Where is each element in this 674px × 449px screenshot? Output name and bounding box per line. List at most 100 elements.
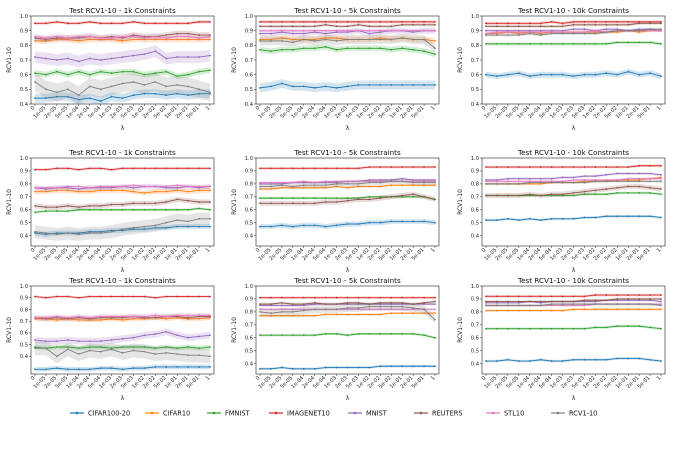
data-point bbox=[434, 47, 436, 50]
data-point bbox=[88, 204, 91, 207]
data-point bbox=[121, 97, 124, 100]
data-point bbox=[660, 300, 662, 303]
data-point bbox=[605, 31, 608, 34]
data-point bbox=[401, 177, 404, 180]
data-point bbox=[176, 189, 179, 192]
data-point bbox=[434, 23, 436, 26]
data-point bbox=[324, 303, 327, 306]
data-point bbox=[583, 166, 586, 168]
data-point bbox=[324, 37, 327, 39]
data-point bbox=[259, 303, 261, 306]
data-point bbox=[198, 56, 200, 58]
data-point bbox=[77, 232, 80, 234]
data-point bbox=[638, 179, 641, 181]
data-point bbox=[379, 332, 382, 335]
data-point bbox=[346, 47, 349, 50]
data-point bbox=[528, 194, 531, 197]
data-point bbox=[485, 300, 487, 303]
data-point bbox=[583, 303, 586, 306]
data-point bbox=[561, 25, 564, 28]
data-point bbox=[132, 349, 135, 352]
data-point bbox=[572, 358, 575, 361]
data-point bbox=[187, 190, 190, 193]
data-point bbox=[594, 300, 597, 303]
data-point bbox=[280, 29, 283, 32]
data-point bbox=[143, 228, 146, 231]
data-point bbox=[517, 327, 520, 330]
data-point bbox=[412, 332, 415, 335]
data-point bbox=[572, 303, 575, 306]
data-point bbox=[66, 167, 69, 170]
data-point bbox=[346, 182, 349, 185]
y-tick-label: 0.7 bbox=[20, 319, 28, 325]
data-point bbox=[528, 309, 531, 312]
legend-item-cifar10: CIFAR10 bbox=[145, 409, 190, 417]
data-point bbox=[412, 312, 415, 315]
data-point bbox=[121, 82, 124, 85]
data-point bbox=[176, 75, 179, 78]
data-point bbox=[291, 367, 294, 370]
data-point bbox=[302, 314, 305, 317]
legend-marker bbox=[556, 411, 560, 415]
legend-marker bbox=[353, 411, 357, 415]
data-point bbox=[638, 180, 641, 183]
data-point bbox=[517, 180, 520, 183]
data-point bbox=[291, 303, 294, 306]
data-point bbox=[390, 365, 393, 368]
data-point bbox=[401, 166, 404, 168]
y-axis-label: RCV1-10 bbox=[6, 317, 13, 343]
data-point bbox=[143, 92, 146, 95]
data-point bbox=[485, 194, 487, 197]
data-point bbox=[55, 346, 58, 348]
data-point bbox=[379, 195, 382, 198]
data-point bbox=[550, 42, 553, 45]
data-point bbox=[401, 301, 404, 304]
data-point bbox=[143, 192, 146, 194]
y-tick-label: 0.5 bbox=[245, 87, 253, 93]
data-point bbox=[110, 22, 113, 25]
data-point bbox=[198, 201, 200, 203]
y-tick-label: 0.5 bbox=[471, 87, 479, 93]
data-point bbox=[34, 35, 36, 38]
x-tick-label: 5e-01 bbox=[186, 247, 201, 262]
y-tick-label: 0.6 bbox=[245, 72, 253, 78]
data-point bbox=[357, 185, 360, 188]
data-point bbox=[550, 73, 553, 76]
data-point bbox=[324, 29, 327, 32]
data-point bbox=[649, 294, 651, 296]
data-point bbox=[132, 202, 135, 205]
data-point bbox=[45, 296, 47, 299]
data-point bbox=[528, 360, 531, 362]
data-point bbox=[434, 53, 436, 56]
data-point bbox=[528, 31, 531, 34]
data-point bbox=[154, 35, 157, 38]
data-point bbox=[660, 164, 662, 167]
data-point bbox=[45, 22, 47, 25]
data-point bbox=[66, 57, 69, 60]
data-point bbox=[110, 348, 113, 351]
data-point bbox=[605, 72, 608, 75]
data-point bbox=[379, 20, 382, 23]
data-point bbox=[280, 304, 283, 307]
data-point bbox=[583, 181, 586, 184]
data-point bbox=[616, 73, 619, 76]
y-tick-label: 0.4 bbox=[471, 361, 480, 367]
data-point bbox=[434, 166, 436, 168]
data-point bbox=[434, 300, 436, 303]
data-point bbox=[313, 29, 316, 32]
data-point bbox=[346, 307, 349, 309]
data-point bbox=[357, 301, 360, 304]
data-point bbox=[45, 88, 47, 91]
data-point bbox=[34, 72, 36, 75]
data-point bbox=[379, 84, 382, 86]
subplot-6: Test RCV1-10 - 10k Constraints 0.4 0.5 0.6 0… bbox=[457, 148, 666, 274]
data-point bbox=[291, 308, 294, 311]
data-point bbox=[506, 304, 509, 307]
data-point bbox=[379, 179, 382, 181]
data-point bbox=[517, 301, 520, 304]
y-tick-label: 0.5 bbox=[245, 349, 253, 355]
data-point bbox=[99, 185, 102, 188]
data-point bbox=[165, 37, 168, 39]
y-tick-label: 0.5 bbox=[20, 342, 28, 348]
data-point bbox=[99, 295, 102, 298]
